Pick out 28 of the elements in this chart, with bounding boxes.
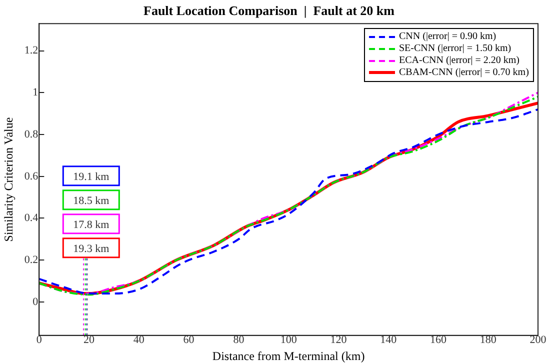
y-tick-label: 0.2 <box>24 254 38 266</box>
x-tick-label: 200 <box>530 334 547 346</box>
legend-label: ECA-CNN (|error| = 2.20 km) <box>399 54 520 67</box>
x-tick-label: 140 <box>380 334 398 346</box>
x-tick-label: 80 <box>233 334 245 346</box>
x-tick-label: 40 <box>133 334 145 346</box>
x-tick-label: 20 <box>84 334 96 346</box>
x-axis-title: Distance from M-terminal (km) <box>212 348 365 363</box>
y-tick-label: 0.4 <box>24 212 39 224</box>
x-tick-label: 160 <box>430 334 447 346</box>
x-tick-label: 120 <box>330 334 348 346</box>
legend-label: CNN (|error| = 0.90 km) <box>399 30 496 43</box>
x-tick-label: 180 <box>480 334 497 346</box>
annotation: 18.5 km <box>73 194 110 207</box>
annotation: 19.1 km <box>73 170 110 183</box>
chart-title: Fault Location Comparison | Fault at 20 km <box>144 3 395 18</box>
y-tick-label: 1.2 <box>24 44 38 57</box>
legend-label: SE-CNN (|error| = 1.50 km) <box>399 42 512 55</box>
y-tick-label: 0.8 <box>24 128 39 140</box>
x-tick-label: 100 <box>280 334 298 346</box>
legend-label: CBAM-CNN (|error| = 0.70 km) <box>399 66 529 79</box>
annotation: 17.8 km <box>73 218 110 231</box>
y-tick-label: 0.6 <box>24 170 39 182</box>
y-tick-label: 0 <box>32 296 39 308</box>
y-tick-label: 1 <box>32 86 38 99</box>
y-axis-title: Similarity Criterion Value <box>1 117 16 242</box>
x-tick-label: 60 <box>183 334 195 346</box>
annotation: 19.3 km <box>73 242 110 255</box>
